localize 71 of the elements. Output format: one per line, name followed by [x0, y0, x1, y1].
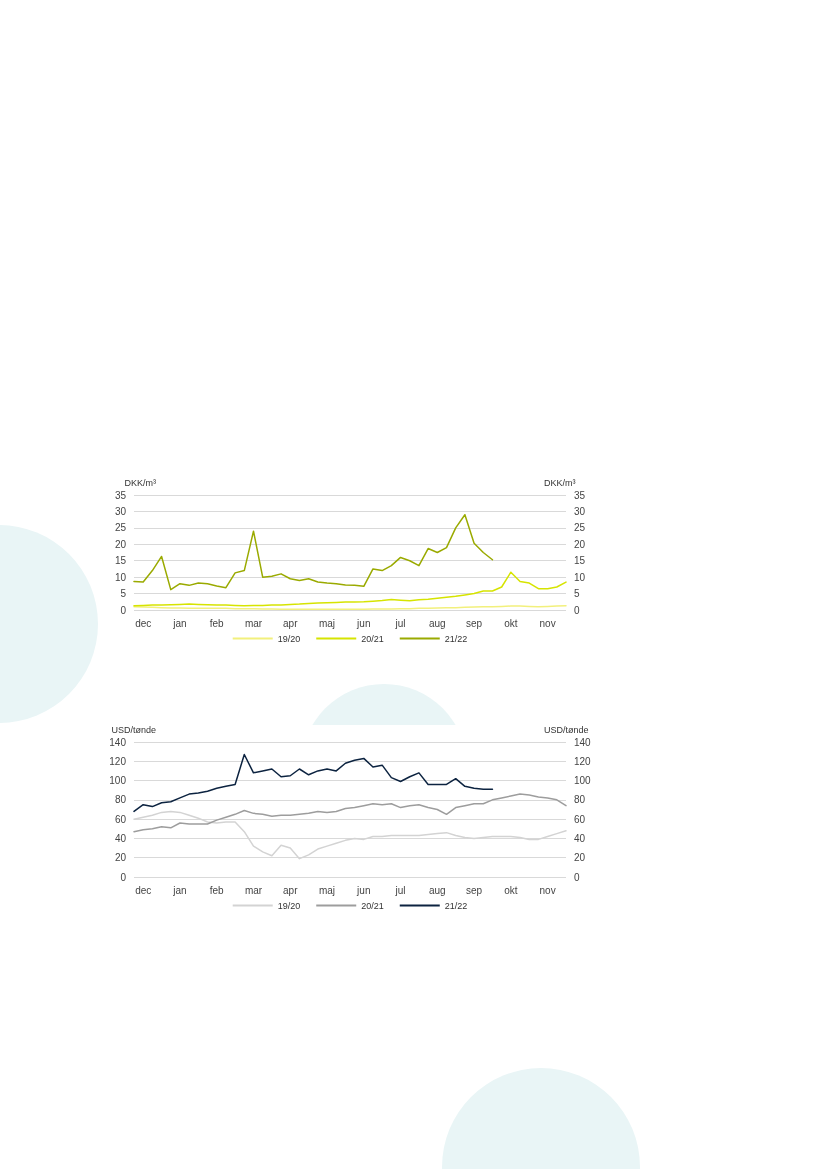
- x-tick-label: feb: [209, 617, 225, 629]
- line-series: [133, 810, 567, 860]
- y2-tick-label: 120: [574, 755, 592, 767]
- line-series: [133, 793, 567, 833]
- y2-axis-title: USD/tønde: [544, 724, 589, 735]
- y2-tick-label: 0: [574, 604, 580, 616]
- legend-label: 20/21: [361, 900, 384, 911]
- x-tick-label: jul: [394, 884, 406, 896]
- x-tick-label: dec: [135, 884, 152, 896]
- y-tick-label: 60: [114, 813, 127, 825]
- y-tick-label: 0: [120, 604, 127, 616]
- y2-tick-label: 40: [574, 832, 586, 844]
- legend-label: 19/20: [277, 900, 301, 911]
- y2-tick-label: 140: [574, 736, 592, 748]
- y-axis-title: DKK/m³: [124, 477, 156, 488]
- y2-tick-label: 5: [574, 588, 580, 600]
- x-tick-label: aug: [428, 617, 446, 629]
- y2-tick-label: 60: [574, 813, 586, 825]
- x-tick-label: okt: [504, 884, 518, 896]
- y2-axis-title: DKK/m³: [544, 477, 576, 488]
- y2-tick-label: 35: [574, 489, 586, 501]
- x-tick-label: dec: [135, 617, 152, 629]
- line-series: [133, 753, 494, 813]
- legend-label: 20/21: [361, 633, 384, 644]
- y2-tick-label: 0: [574, 871, 580, 883]
- y-tick-label: 5: [120, 588, 127, 600]
- x-tick-label: jan: [172, 884, 187, 896]
- x-tick-label: okt: [504, 617, 518, 629]
- y-tick-label: 40: [114, 832, 127, 844]
- x-tick-label: feb: [209, 884, 225, 896]
- y2-tick-label: 25: [574, 522, 586, 534]
- x-tick-label: jun: [356, 884, 371, 896]
- x-tick-label: mar: [244, 617, 263, 629]
- x-tick-label: jul: [394, 617, 406, 629]
- y2-tick-label: 80: [574, 794, 586, 806]
- y2-tick-label: 15: [574, 555, 586, 567]
- x-tick-label: jan: [172, 617, 187, 629]
- line-series: [133, 571, 567, 607]
- x-tick-label: sep: [466, 884, 483, 896]
- x-tick-label: jun: [356, 617, 371, 629]
- y2-tick-label: 30: [574, 505, 586, 517]
- y2-tick-label: 20: [574, 852, 586, 864]
- x-tick-label: sep: [466, 617, 483, 629]
- legend-label: 21/22: [444, 633, 468, 644]
- y-tick-label: 25: [114, 522, 127, 534]
- y-tick-label: 10: [114, 571, 127, 583]
- x-tick-label: mar: [244, 884, 263, 896]
- y2-tick-label: 20: [574, 538, 586, 550]
- y-tick-label: 100: [109, 775, 127, 787]
- x-tick-label: nov: [539, 617, 556, 629]
- y-tick-label: 0: [120, 871, 127, 883]
- y-tick-label: 80: [114, 794, 127, 806]
- y2-tick-label: 100: [574, 775, 592, 787]
- x-tick-label: nov: [539, 884, 556, 896]
- x-tick-label: apr: [283, 884, 299, 896]
- y-axis-title: USD/tønde: [111, 724, 156, 735]
- y-tick-label: 20: [114, 538, 127, 550]
- y-tick-label: 30: [114, 505, 127, 517]
- y-tick-label: 120: [109, 755, 127, 767]
- y-tick-label: 15: [114, 555, 127, 567]
- legend-label: 21/22: [444, 900, 468, 911]
- y-tick-label: 20: [114, 852, 127, 864]
- x-tick-label: maj: [318, 617, 336, 629]
- x-tick-label: apr: [283, 617, 299, 629]
- x-tick-label: aug: [428, 884, 446, 896]
- y2-tick-label: 10: [574, 571, 586, 583]
- y-tick-label: 35: [114, 489, 127, 501]
- legend-label: 19/20: [277, 633, 301, 644]
- line-series: [133, 513, 494, 591]
- x-tick-label: maj: [318, 884, 336, 896]
- y-tick-label: 140: [109, 736, 127, 748]
